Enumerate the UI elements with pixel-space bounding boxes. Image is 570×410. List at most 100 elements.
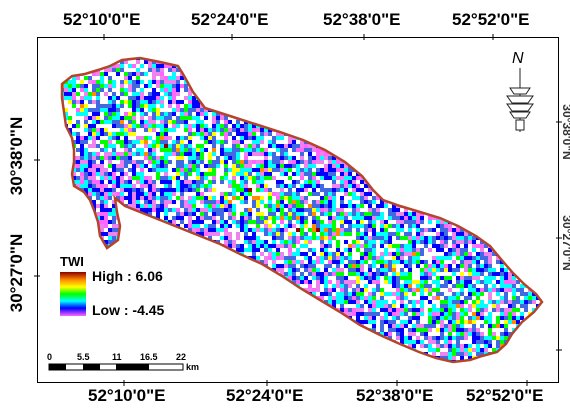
raster-cell <box>248 92 252 96</box>
raster-cell <box>416 128 420 132</box>
raster-cell <box>268 172 272 176</box>
raster-cell <box>364 104 368 108</box>
raster-cell <box>368 88 372 92</box>
raster-cell <box>424 112 428 116</box>
raster-cell <box>148 192 152 196</box>
raster-cell <box>128 144 132 148</box>
raster-cell <box>188 96 192 100</box>
raster-cell <box>472 152 476 156</box>
raster-cell <box>244 192 248 196</box>
raster-cell <box>368 208 372 212</box>
raster-cell <box>340 208 344 212</box>
raster-cell <box>360 60 364 64</box>
raster-cell <box>152 144 156 148</box>
raster-cell <box>396 76 400 80</box>
raster-cell <box>300 212 304 216</box>
raster-cell <box>136 108 140 112</box>
raster-cell <box>224 200 228 204</box>
raster-cell <box>176 100 180 104</box>
raster-cell <box>232 204 236 208</box>
raster-cell <box>188 92 192 96</box>
raster-cell <box>456 216 460 220</box>
raster-cell <box>484 68 488 72</box>
raster-cell <box>124 216 128 220</box>
raster-cell <box>136 192 140 196</box>
raster-cell <box>108 160 112 164</box>
raster-cell <box>256 60 260 64</box>
raster-cell <box>128 204 132 208</box>
raster-cell <box>196 148 200 152</box>
raster-cell <box>444 196 448 200</box>
raster-cell <box>492 104 496 108</box>
raster-cell <box>132 164 136 168</box>
raster-cell <box>532 180 536 184</box>
raster-cell <box>252 148 256 152</box>
raster-cell <box>400 116 404 120</box>
raster-cell <box>468 108 472 112</box>
raster-cell <box>96 124 100 128</box>
raster-cell <box>372 184 376 188</box>
raster-cell <box>496 156 500 160</box>
raster-cell <box>88 152 92 156</box>
raster-cell <box>200 88 204 92</box>
raster-cell <box>172 168 176 172</box>
raster-cell <box>516 188 520 192</box>
raster-cell <box>364 84 368 88</box>
raster-cell <box>408 84 412 88</box>
raster-cell <box>112 124 116 128</box>
raster-cell <box>228 76 232 80</box>
raster-cell <box>68 88 72 92</box>
raster-cell <box>92 92 96 96</box>
raster-cell <box>156 92 160 96</box>
raster-cell <box>500 196 504 200</box>
raster-cell <box>520 164 524 168</box>
raster-cell <box>96 216 100 220</box>
raster-cell <box>536 188 540 192</box>
raster-cell <box>312 156 316 160</box>
raster-cell <box>324 208 328 212</box>
raster-cell <box>392 88 396 92</box>
raster-cell <box>264 68 268 72</box>
raster-cell <box>228 132 232 136</box>
raster-cell <box>120 144 124 148</box>
raster-cell <box>160 100 164 104</box>
raster-cell <box>140 204 144 208</box>
raster-cell <box>512 208 516 212</box>
raster-cell <box>280 192 284 196</box>
raster-cell <box>448 76 452 80</box>
raster-cell <box>68 188 72 192</box>
raster-cell <box>220 156 224 160</box>
raster-cell <box>432 80 436 84</box>
raster-cell <box>324 116 328 120</box>
raster-cell <box>368 104 372 108</box>
raster-cell <box>460 60 464 64</box>
raster-cell <box>340 160 344 164</box>
raster-cell <box>536 100 540 104</box>
raster-cell <box>76 144 80 148</box>
raster-cell <box>356 192 360 196</box>
raster-cell <box>244 204 248 208</box>
raster-cell <box>180 120 184 124</box>
raster-cell <box>204 60 208 64</box>
raster-cell <box>460 128 464 132</box>
raster-cell <box>388 116 392 120</box>
raster-cell <box>464 120 468 124</box>
raster-cell <box>472 140 476 144</box>
raster-cell <box>448 208 452 212</box>
raster-cell <box>304 196 308 200</box>
raster-cell <box>308 152 312 156</box>
raster-cell <box>448 72 452 76</box>
raster-cell <box>532 172 536 176</box>
raster-cell <box>136 68 140 72</box>
raster-cell <box>340 200 344 204</box>
raster-cell <box>62 196 64 200</box>
raster-cell <box>256 64 260 68</box>
raster-cell <box>252 92 256 96</box>
raster-cell <box>336 196 340 200</box>
raster-cell <box>96 148 100 152</box>
raster-cell <box>424 92 428 96</box>
raster-cell <box>480 80 484 84</box>
raster-cell <box>208 96 212 100</box>
raster-cell <box>288 136 292 140</box>
raster-cell <box>180 92 184 96</box>
